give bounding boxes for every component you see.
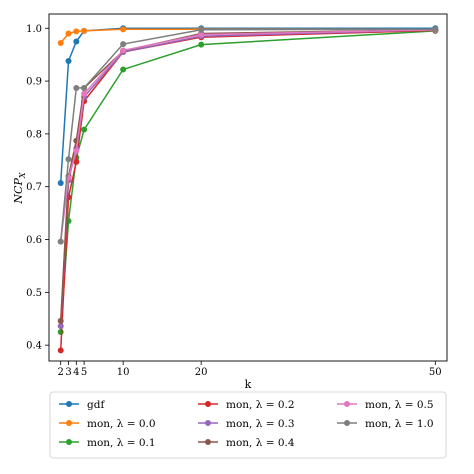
axis-ticks: 0.4 0.5 0.6 0.7 0.8 0.9 1.0 2 3 4 5 10 20 50 xyxy=(26,24,442,378)
legend-swatch-marker xyxy=(205,439,211,445)
data-point xyxy=(57,180,64,187)
legend-item: mon, λ = 0.2 xyxy=(198,399,295,411)
data-point xyxy=(65,156,72,163)
data-point xyxy=(65,30,72,37)
data-point xyxy=(73,158,80,165)
data-point xyxy=(81,126,88,133)
series-4 xyxy=(57,26,439,330)
legend-label: mon, λ = 0.0 xyxy=(87,418,156,430)
data-point xyxy=(198,41,205,48)
plot-frame xyxy=(48,13,448,362)
series-0 xyxy=(57,25,439,187)
legend-item: mon, λ = 0.0 xyxy=(59,418,156,430)
y-axis-label-main: NCP xyxy=(12,178,25,205)
y-tick-label: 1.0 xyxy=(26,24,42,35)
legend-item: mon, λ = 0.5 xyxy=(337,399,434,411)
legend-swatch-marker xyxy=(66,439,72,445)
series-line xyxy=(59,28,436,242)
y-axis-label: NCPX xyxy=(12,172,27,204)
y-axis-label-sub: X xyxy=(18,172,27,179)
legend-label: gdf xyxy=(87,399,105,411)
series-lines xyxy=(57,25,439,354)
data-point xyxy=(73,38,80,45)
legend-item: gdf xyxy=(59,399,105,411)
svg-text:NCPX: NCPX xyxy=(12,172,27,204)
legend-label: mon, λ = 0.4 xyxy=(226,437,295,449)
series-line xyxy=(59,29,436,242)
data-point xyxy=(73,147,80,154)
data-point xyxy=(57,317,64,324)
y-tick-label: 0.7 xyxy=(26,182,42,193)
x-axis-label: k xyxy=(245,378,252,391)
series-line xyxy=(59,29,436,327)
series-7 xyxy=(57,26,439,245)
y-tick-label: 0.4 xyxy=(26,341,42,352)
legend-swatch-marker xyxy=(205,420,211,426)
legend-box xyxy=(49,391,447,459)
data-point xyxy=(198,26,205,33)
y-tick-label: 0.6 xyxy=(26,235,42,246)
legend-swatch-marker xyxy=(66,420,72,426)
x-tick-label: 20 xyxy=(195,367,208,378)
legend-item: mon, λ = 0.3 xyxy=(198,418,295,430)
series-3 xyxy=(57,27,439,354)
y-tick-label: 0.5 xyxy=(26,288,42,299)
legend-label: mon, λ = 0.5 xyxy=(365,399,434,411)
x-tick-label: 10 xyxy=(117,367,130,378)
data-point xyxy=(73,28,80,35)
data-point xyxy=(57,323,64,330)
legend-swatch-marker xyxy=(205,401,211,407)
data-point xyxy=(81,84,88,91)
legend-item: mon, λ = 0.1 xyxy=(59,437,156,449)
data-point xyxy=(120,41,127,48)
data-point xyxy=(120,47,127,54)
data-point xyxy=(432,26,439,33)
data-point xyxy=(81,90,88,97)
data-point xyxy=(57,328,64,335)
data-point xyxy=(81,27,88,34)
legend-swatch-marker xyxy=(344,401,350,407)
data-point xyxy=(57,40,64,47)
data-point xyxy=(198,31,205,38)
data-point xyxy=(65,58,72,65)
legend: gdf mon, λ = 0.0 mon, λ = 0.1 mon, λ = 0.2 m… xyxy=(59,399,434,449)
x-tick-label: 3 xyxy=(65,367,71,378)
legend-item: mon, λ = 1.0 xyxy=(337,418,434,430)
x-tick-label: 5 xyxy=(81,367,87,378)
data-point xyxy=(57,347,64,354)
legend-label: mon, λ = 0.3 xyxy=(226,418,295,430)
legend-item: mon, λ = 0.4 xyxy=(198,437,295,449)
legend-label: mon, λ = 1.0 xyxy=(365,418,434,430)
legend-swatch-marker xyxy=(66,401,72,407)
series-2 xyxy=(57,27,439,335)
data-point xyxy=(120,26,127,33)
y-tick-label: 0.8 xyxy=(26,129,42,140)
x-tick-label: 2 xyxy=(58,367,64,378)
data-point xyxy=(73,84,80,91)
series-line xyxy=(59,30,436,333)
x-tick-label: 4 xyxy=(73,367,79,378)
legend-label: mon, λ = 0.1 xyxy=(87,437,156,449)
legend-label: mon, λ = 0.2 xyxy=(226,399,295,411)
legend-swatch-marker xyxy=(344,420,350,426)
data-point xyxy=(57,238,64,245)
data-point xyxy=(120,66,127,73)
series-line xyxy=(59,29,436,321)
series-5 xyxy=(57,26,439,324)
series-6 xyxy=(57,26,439,245)
y-tick-label: 0.9 xyxy=(26,77,42,88)
x-tick-label: 50 xyxy=(429,367,442,378)
